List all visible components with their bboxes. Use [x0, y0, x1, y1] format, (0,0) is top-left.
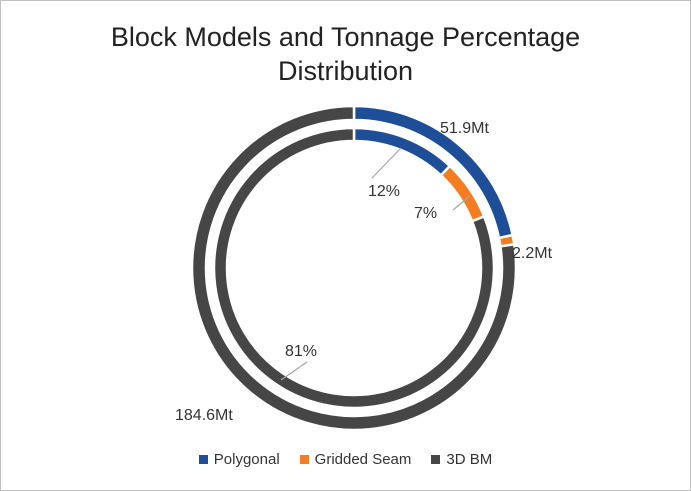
- chart-title-line-2: Distribution: [277, 56, 414, 86]
- outer-ring-data-label-3d-bm: 184.6Mt: [175, 407, 233, 424]
- legend-swatch-gridded-seam: [299, 455, 309, 464]
- outer-ring-data-label-polygonal: 51.9Mt: [440, 120, 489, 137]
- legend-item-3d-bm[interactable]: 3D BM: [431, 451, 492, 468]
- legend-swatch-3d-bm: [431, 455, 441, 464]
- legend-label-3d-bm: 3D BM: [446, 451, 493, 468]
- inner-ring-leader-line-3d-bm: [280, 361, 308, 381]
- inner-ring-data-label-gridded-seam: 7%: [414, 205, 437, 222]
- inner-ring-data-label-3d-bm: 81%: [285, 343, 317, 360]
- chart-title: Block Models and Tonnage Percentage Dist…: [0, 20, 691, 88]
- outer-ring-slice-3d-bm: [190, 104, 518, 432]
- legend-swatch-polygonal: [198, 455, 208, 464]
- chart-title-line-1: Block Models and Tonnage Percentage: [110, 22, 581, 52]
- legend-item-gridded-seam[interactable]: Gridded Seam: [299, 451, 412, 468]
- legend: Polygonal Gridded Seam 3D BM: [0, 451, 691, 468]
- legend-label-gridded-seam: Gridded Seam: [314, 451, 412, 468]
- inner-ring-leader-line-gridded-seam: [452, 195, 471, 211]
- legend-label-polygonal: Polygonal: [213, 451, 280, 468]
- inner-ring-slice-3d-bm: [212, 126, 496, 410]
- legend-item-polygonal[interactable]: Polygonal: [198, 451, 280, 468]
- inner-ring-data-label-polygonal: 12%: [368, 183, 400, 200]
- inner-ring-leader-line-polygonal: [371, 147, 402, 179]
- outer-ring-data-label-gridded-seam: 2.2Mt: [512, 245, 553, 262]
